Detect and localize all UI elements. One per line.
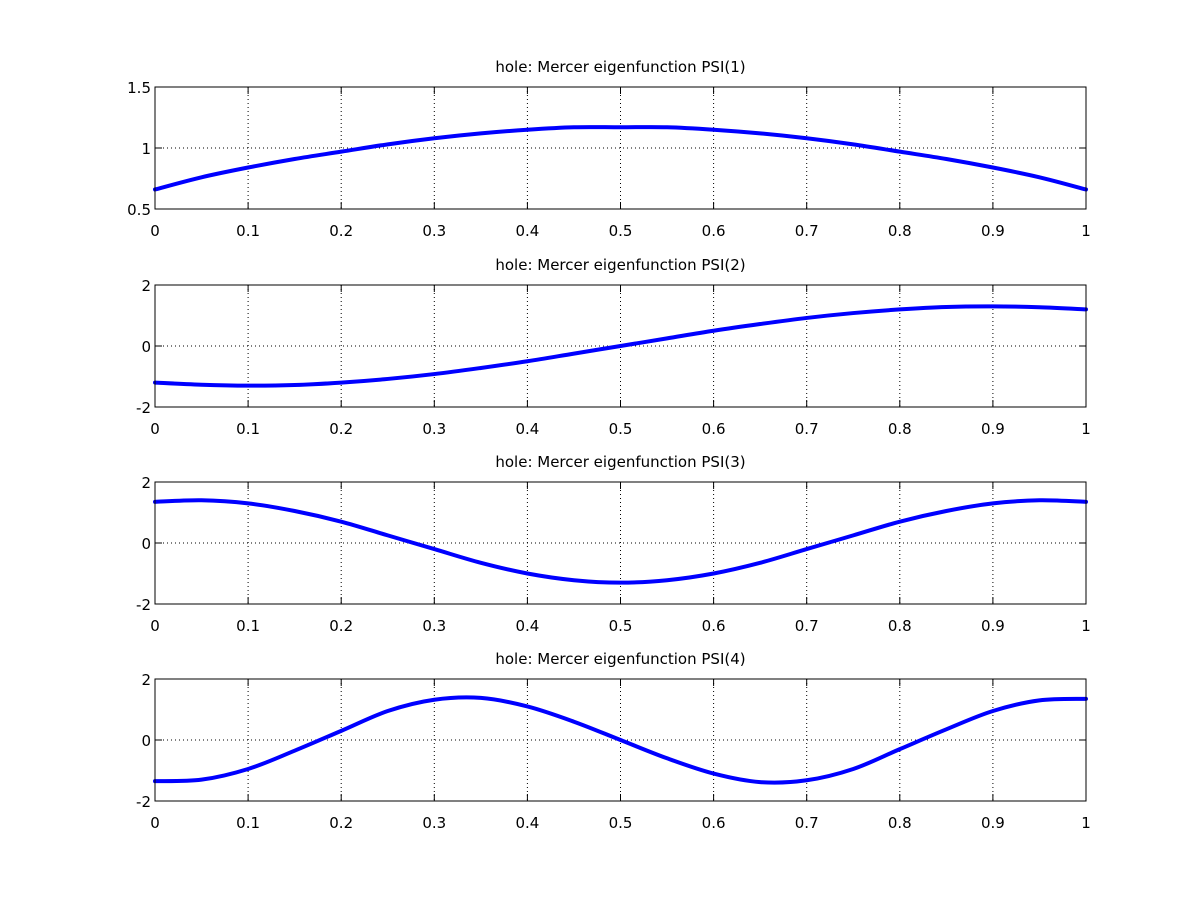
x-tick-label: 0.3: [422, 222, 446, 240]
y-tick-label: 1: [141, 140, 151, 158]
y-tick-label: -2: [136, 596, 151, 614]
x-tick-label: 0.2: [329, 420, 353, 438]
x-tick-label: 1: [1081, 222, 1091, 240]
x-tick-label: 0.1: [236, 420, 260, 438]
x-tick-label: 0.6: [702, 814, 726, 832]
x-tick-label: 0: [150, 617, 160, 635]
x-tick-label: 0.4: [515, 222, 539, 240]
x-tick-label: 1: [1081, 420, 1091, 438]
x-tick-label: 1: [1081, 814, 1091, 832]
x-tick-label: 0.2: [329, 222, 353, 240]
x-tick-label: 0.8: [888, 814, 912, 832]
subplot-title: hole: Mercer eigenfunction PSI(3): [495, 453, 745, 471]
x-tick-label: 0.3: [422, 617, 446, 635]
y-tick-label: 2: [141, 474, 151, 492]
axes-frame: [154, 86, 1087, 210]
x-tick-label: 0.4: [515, 617, 539, 635]
x-tick-label: 0.9: [981, 814, 1005, 832]
subplot-title: hole: Mercer eigenfunction PSI(1): [495, 58, 745, 76]
x-tick-label: 0.9: [981, 420, 1005, 438]
x-tick-label: 0.6: [702, 617, 726, 635]
subplot-title: hole: Mercer eigenfunction PSI(2): [495, 256, 745, 274]
y-tick-label: -2: [136, 793, 151, 811]
y-tick-label: 0: [141, 338, 151, 356]
series-line-psi-2: [153, 304, 1088, 388]
y-tick-label: 0: [141, 732, 151, 750]
subplot-4: hole: Mercer eigenfunction PSI(4) 0 0.1 0.2…: [136, 650, 1091, 832]
x-tick-label: 0: [150, 420, 160, 438]
x-tick-label: 0.2: [329, 814, 353, 832]
x-tick-label: 0.7: [795, 617, 819, 635]
x-tick-label: 0.8: [888, 420, 912, 438]
series-line-psi-1: [153, 125, 1088, 192]
x-tick-label: 0.5: [609, 814, 633, 832]
x-tick-label: 0.1: [236, 814, 260, 832]
x-tick-label: 0.5: [609, 420, 633, 438]
subplot-2: hole: Mercer eigenfunction PSI(2) 0 0.1 0.2…: [136, 256, 1091, 438]
series-line-psi-3: [153, 498, 1088, 585]
axes-frame: [154, 284, 1087, 408]
x-tick-label: 0.9: [981, 617, 1005, 635]
x-tick-label: 0.1: [236, 222, 260, 240]
y-tick-label: 2: [141, 277, 151, 295]
x-tick-label: 0.6: [702, 222, 726, 240]
x-tick-label: 0.5: [609, 617, 633, 635]
subplot-1: hole: Mercer eigenfunction PSI(1) 0 0.1 0.2…: [127, 58, 1091, 240]
x-tick-label: 0.4: [515, 814, 539, 832]
x-tick-label: 0.6: [702, 420, 726, 438]
x-tick-label: 0.3: [422, 814, 446, 832]
y-tick-label: 1.5: [127, 79, 151, 97]
axes-frame: [154, 481, 1087, 605]
x-tick-label: 0.8: [888, 617, 912, 635]
x-tick-label: 0: [150, 814, 160, 832]
y-tick-label: 0: [141, 535, 151, 553]
y-tick-label: 0.5: [127, 201, 151, 219]
subplot-title: hole: Mercer eigenfunction PSI(4): [495, 650, 745, 668]
subplot-3: hole: Mercer eigenfunction PSI(3) 0 0.1 0.2…: [136, 453, 1091, 635]
y-tick-label: -2: [136, 399, 151, 417]
series-line-psi-4: [153, 695, 1088, 785]
x-tick-label: 0.7: [795, 420, 819, 438]
x-tick-label: 0.1: [236, 617, 260, 635]
x-tick-label: 0.7: [795, 814, 819, 832]
x-tick-label: 0.2: [329, 617, 353, 635]
x-tick-label: 0.7: [795, 222, 819, 240]
x-tick-label: 0.9: [981, 222, 1005, 240]
x-tick-label: 0: [150, 222, 160, 240]
x-tick-label: 0.3: [422, 420, 446, 438]
x-tick-label: 1: [1081, 617, 1091, 635]
x-tick-label: 0.5: [609, 222, 633, 240]
x-tick-label: 0.4: [515, 420, 539, 438]
x-tick-label: 0.8: [888, 222, 912, 240]
y-tick-label: 2: [141, 671, 151, 689]
axes-frame: [154, 678, 1087, 802]
